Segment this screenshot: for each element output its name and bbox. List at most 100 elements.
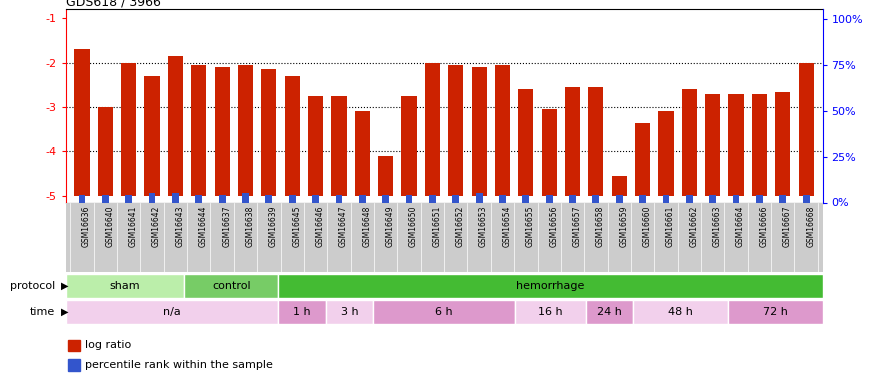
Text: GSM16643: GSM16643 xyxy=(175,206,185,248)
Bar xyxy=(262,69,276,196)
Text: GSM16656: GSM16656 xyxy=(550,206,558,248)
Bar xyxy=(278,274,822,298)
Text: GSM16664: GSM16664 xyxy=(736,206,746,248)
Bar xyxy=(335,195,342,202)
Text: sham: sham xyxy=(109,281,140,291)
Text: 1 h: 1 h xyxy=(293,307,311,317)
Bar xyxy=(710,195,716,202)
Text: GSM16657: GSM16657 xyxy=(572,206,582,248)
Bar xyxy=(634,300,728,324)
Bar xyxy=(635,123,650,196)
Bar xyxy=(565,87,580,196)
Text: GSM16651: GSM16651 xyxy=(432,206,441,248)
Bar xyxy=(780,195,787,202)
Bar xyxy=(686,195,693,202)
Text: GSM16646: GSM16646 xyxy=(316,206,325,248)
Bar xyxy=(452,195,459,202)
Bar xyxy=(195,195,202,202)
Bar xyxy=(214,67,230,196)
Bar xyxy=(66,300,278,324)
Text: protocol: protocol xyxy=(10,281,55,291)
Text: GSM16666: GSM16666 xyxy=(760,206,768,248)
Text: GSM16661: GSM16661 xyxy=(666,206,675,248)
Bar xyxy=(705,94,720,196)
Bar xyxy=(802,195,809,202)
Text: GSM16663: GSM16663 xyxy=(713,206,722,248)
Bar xyxy=(289,195,296,202)
Text: n/a: n/a xyxy=(163,307,181,317)
Bar xyxy=(121,63,136,196)
Text: control: control xyxy=(212,281,250,291)
Text: GSM16659: GSM16659 xyxy=(620,206,628,248)
Bar xyxy=(662,195,669,202)
Text: GSM16653: GSM16653 xyxy=(480,206,488,248)
Text: GSM16642: GSM16642 xyxy=(152,206,161,248)
Bar xyxy=(569,195,576,202)
Bar xyxy=(592,195,599,202)
Bar xyxy=(125,195,132,202)
Bar xyxy=(312,195,319,202)
Bar xyxy=(308,96,323,196)
Bar xyxy=(518,89,534,196)
Bar xyxy=(729,94,744,196)
Bar xyxy=(429,195,436,202)
Bar xyxy=(382,195,389,202)
Bar xyxy=(144,76,159,196)
Bar xyxy=(402,96,416,196)
Bar xyxy=(658,111,674,196)
Bar xyxy=(168,56,183,196)
Bar xyxy=(515,300,586,324)
Bar xyxy=(682,89,697,196)
Text: GSM16652: GSM16652 xyxy=(456,206,465,248)
Text: GSM16645: GSM16645 xyxy=(292,206,301,248)
Text: GSM16654: GSM16654 xyxy=(502,206,512,248)
Text: GSM16640: GSM16640 xyxy=(105,206,115,248)
Bar xyxy=(476,193,482,202)
Text: GSM16662: GSM16662 xyxy=(690,206,698,248)
Bar xyxy=(359,195,366,202)
Text: 16 h: 16 h xyxy=(538,307,563,317)
Bar xyxy=(756,195,763,202)
Bar xyxy=(79,195,86,202)
Bar xyxy=(326,300,373,324)
Text: 3 h: 3 h xyxy=(340,307,358,317)
Text: 72 h: 72 h xyxy=(763,307,788,317)
Bar xyxy=(472,67,487,196)
Bar xyxy=(278,300,326,324)
Text: GSM16649: GSM16649 xyxy=(386,206,395,248)
Bar xyxy=(373,300,515,324)
Bar xyxy=(775,92,790,196)
Bar xyxy=(68,339,80,351)
Text: 48 h: 48 h xyxy=(668,307,693,317)
Bar xyxy=(546,195,553,202)
Bar xyxy=(149,193,156,202)
Bar xyxy=(74,50,89,196)
Bar xyxy=(616,195,623,202)
Text: GDS618 / 3966: GDS618 / 3966 xyxy=(66,0,160,8)
Text: GSM16658: GSM16658 xyxy=(596,206,605,248)
Bar xyxy=(242,193,248,202)
Text: GSM16667: GSM16667 xyxy=(783,206,792,248)
Bar xyxy=(542,109,556,196)
Bar xyxy=(172,193,178,202)
Bar xyxy=(499,195,506,202)
Bar xyxy=(728,300,822,324)
Text: GSM16655: GSM16655 xyxy=(526,206,535,248)
Bar xyxy=(219,195,226,202)
Text: ▶: ▶ xyxy=(61,307,69,317)
Bar xyxy=(98,107,113,196)
Bar xyxy=(378,156,393,196)
Text: 6 h: 6 h xyxy=(435,307,453,317)
Text: GSM16648: GSM16648 xyxy=(362,206,371,248)
Text: time: time xyxy=(30,307,55,317)
Text: 24 h: 24 h xyxy=(598,307,622,317)
Bar xyxy=(265,195,272,202)
Bar xyxy=(406,195,412,202)
Bar xyxy=(588,87,604,196)
Bar xyxy=(102,195,108,202)
Bar xyxy=(66,274,184,298)
Text: GSM16647: GSM16647 xyxy=(339,206,348,248)
Bar xyxy=(238,65,253,196)
Bar xyxy=(586,300,634,324)
Bar xyxy=(68,359,80,371)
